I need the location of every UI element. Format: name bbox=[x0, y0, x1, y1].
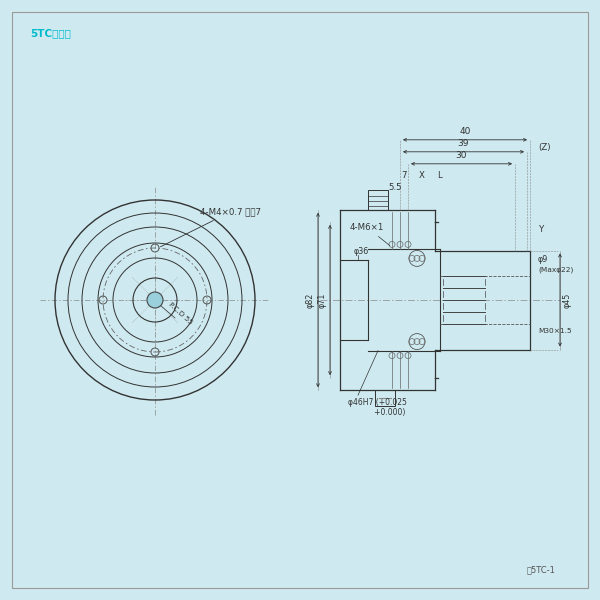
Text: 39: 39 bbox=[458, 139, 469, 148]
Text: 40: 40 bbox=[460, 127, 470, 136]
Text: φ9: φ9 bbox=[538, 255, 548, 264]
Text: φ46H7 (+0.025: φ46H7 (+0.025 bbox=[348, 398, 407, 407]
Text: P.C.D 55: P.C.D 55 bbox=[167, 302, 193, 326]
Text: φ45: φ45 bbox=[563, 292, 572, 308]
Text: 4-M6×1: 4-M6×1 bbox=[350, 223, 390, 245]
Circle shape bbox=[147, 292, 163, 308]
Text: M30×1.5: M30×1.5 bbox=[538, 328, 572, 334]
Text: 30: 30 bbox=[456, 151, 467, 160]
Text: 5TC寸法図: 5TC寸法図 bbox=[30, 28, 71, 38]
Text: 4-M4×0.7 深サ7: 4-M4×0.7 深サ7 bbox=[160, 208, 261, 247]
Text: φ36: φ36 bbox=[354, 247, 369, 256]
Text: (Maxφ22): (Maxφ22) bbox=[538, 267, 574, 274]
Text: +0.000): +0.000) bbox=[348, 408, 406, 417]
Text: φ71: φ71 bbox=[318, 292, 327, 308]
Text: (Z): (Z) bbox=[538, 143, 551, 152]
Text: Y: Y bbox=[539, 226, 545, 235]
Text: L: L bbox=[437, 171, 442, 180]
Text: 7: 7 bbox=[401, 171, 407, 180]
Bar bbox=[368, 190, 388, 210]
Text: X: X bbox=[419, 171, 425, 180]
Text: φ82: φ82 bbox=[306, 292, 315, 308]
Bar bbox=[375, 390, 395, 406]
Text: 5.5: 5.5 bbox=[388, 183, 402, 192]
Text: 囵5TC-1: 囵5TC-1 bbox=[526, 565, 555, 574]
